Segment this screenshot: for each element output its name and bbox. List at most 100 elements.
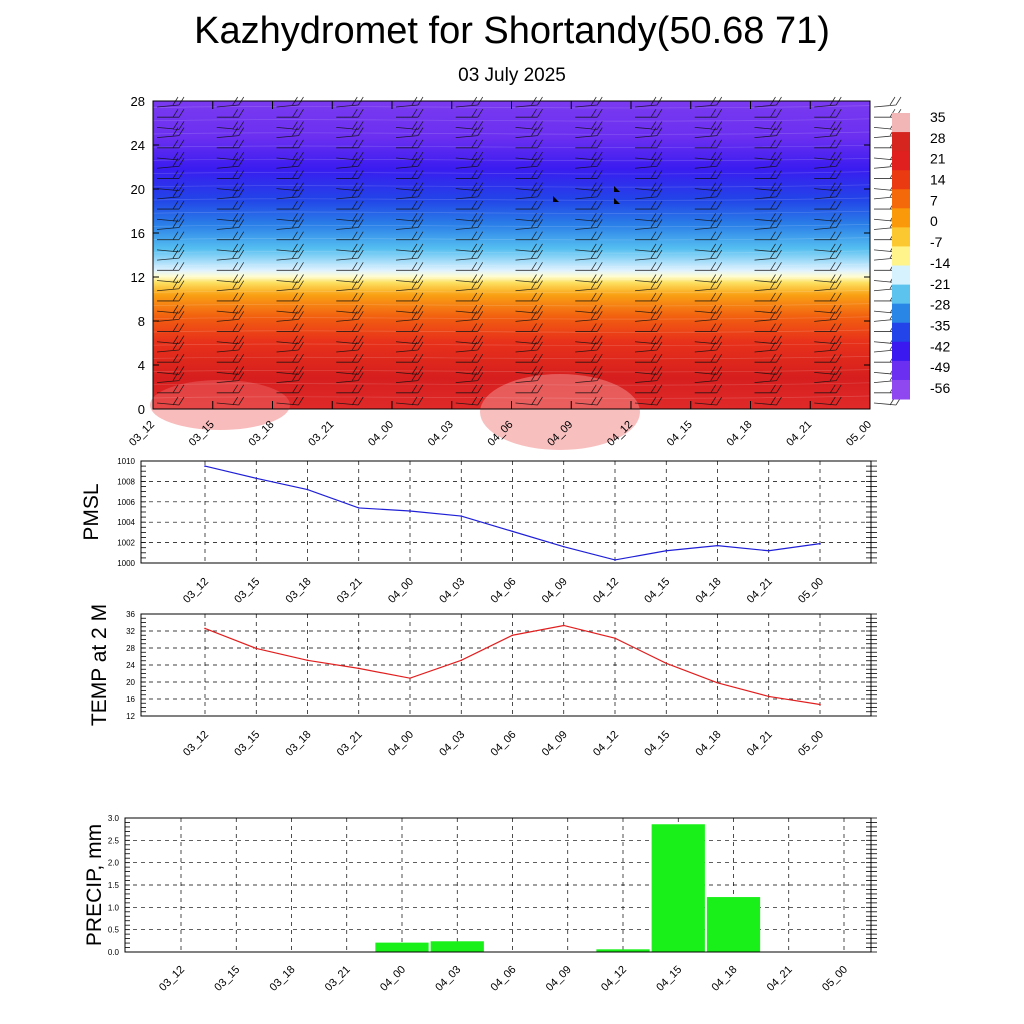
wind-barb: [216, 219, 245, 230]
colorbar-label: -49: [930, 359, 950, 375]
wind-barb: [575, 243, 603, 253]
wind-barb: [156, 151, 185, 161]
pmsl-point: [716, 544, 719, 547]
wind-barb: [634, 304, 663, 314]
contour-line: [152, 158, 871, 162]
wind-pennant: [614, 198, 620, 204]
precip-bar: [596, 949, 650, 952]
wind-barb: [336, 108, 364, 118]
wind-barb: [455, 170, 484, 179]
wind-barb: [634, 396, 663, 406]
colorbar-label: -35: [930, 317, 950, 333]
wind-barb: [156, 249, 185, 261]
wind-barb: [395, 396, 424, 406]
wind-barb: [336, 188, 364, 200]
wind-barb: [694, 170, 723, 179]
colorbar-segment: [892, 341, 910, 362]
wind-barb: [336, 341, 364, 353]
page-subtitle: 03 July 2025: [458, 65, 566, 86]
wind-barb: [395, 280, 424, 292]
pmsl-point: [614, 559, 616, 561]
wind-barb: [814, 231, 842, 241]
wind-barb: [156, 158, 185, 169]
wind-barb: [814, 304, 842, 314]
wind-barb: [216, 188, 245, 200]
plot-frame: [124, 817, 872, 953]
wind-barb: [276, 231, 304, 241]
wind-barb: [455, 396, 484, 406]
wind-barb: [814, 311, 842, 322]
contour-line: [152, 395, 871, 399]
wind-barb: [455, 274, 484, 283]
wind-barb: [216, 139, 245, 149]
y-tick-label: 3.0: [108, 814, 120, 823]
wind-barb: [575, 108, 603, 118]
plot-frame: [140, 460, 872, 564]
wind-barb: [754, 213, 782, 222]
wind-barb: [216, 274, 245, 283]
wind-barb: [396, 170, 424, 179]
wind-barb: [635, 262, 663, 271]
wind-barb: [754, 249, 782, 261]
wind-barb: [575, 121, 603, 130]
wind-barb: [216, 353, 245, 363]
wind-barb: [396, 292, 424, 302]
wind-barb: [575, 372, 603, 383]
y-tick-label: 1004: [117, 518, 135, 527]
wind-barb: [395, 188, 424, 200]
wind-barb: [276, 158, 304, 169]
wind-barb: [216, 396, 245, 406]
colorbar-label: -42: [930, 338, 950, 354]
temp2m-point: [665, 662, 668, 665]
wind-barb: [455, 121, 484, 130]
wind-barb: [754, 188, 782, 200]
y-tick-label: 1002: [117, 539, 135, 548]
wind-barb: [396, 262, 424, 271]
wind-barb: [395, 121, 424, 130]
wind-barb: [395, 372, 424, 383]
contour-line: [152, 118, 871, 122]
wind-barb: [396, 231, 424, 241]
wind-barb: [814, 323, 842, 332]
wind-barb: [336, 213, 364, 222]
contour-line: [152, 184, 871, 188]
wind-barb: [575, 182, 603, 192]
contour-line: [152, 303, 871, 307]
wind-barb: [156, 219, 185, 230]
wind-barb: [694, 200, 723, 210]
pmsl-point: [460, 515, 463, 517]
precip-bar: [430, 941, 484, 952]
wind-barb: [455, 323, 484, 332]
wind-barb: [216, 213, 245, 222]
wind-barb: [216, 158, 245, 169]
wind-barb: [455, 384, 484, 394]
colorbar-label: -28: [930, 297, 950, 313]
wind-barb: [515, 323, 543, 332]
wind-barb: [814, 262, 842, 271]
wind-barb: [754, 323, 782, 332]
wind-barb: [157, 323, 185, 332]
wind-barb: [336, 384, 364, 394]
wind-barb: [455, 341, 484, 353]
temp2m-point: [460, 659, 463, 662]
wind-barb: [336, 274, 364, 283]
colorbar-label: -21: [930, 276, 950, 292]
pmsl-point: [357, 507, 360, 509]
wind-barb: [634, 372, 663, 383]
temp2m-point: [562, 624, 565, 627]
pmsl-point: [665, 549, 668, 552]
wind-barb: [515, 121, 543, 130]
heatmap-field: [153, 101, 870, 409]
wind-barb: [635, 170, 663, 179]
wind-barb: [216, 182, 245, 192]
y-tick-label: 2.0: [108, 859, 120, 868]
wind-barb: [216, 262, 245, 271]
y-tick-label: 1.0: [108, 903, 120, 912]
wind-barb: [515, 335, 543, 345]
contour-line: [152, 250, 871, 254]
wind-barb: [515, 188, 543, 200]
wind-barb: [216, 384, 245, 394]
x-tick-label: 03_21: [323, 964, 353, 994]
wind-barb: [396, 108, 424, 118]
